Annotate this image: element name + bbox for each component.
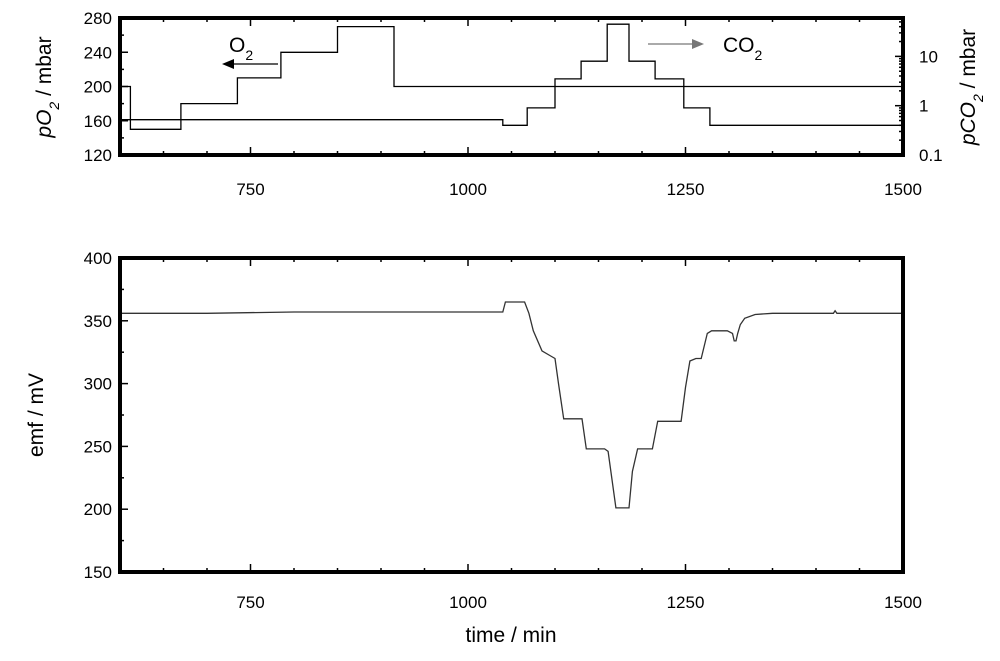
bottom-y-tick-label: 150 [84,563,112,582]
top-y-axis-title: pO2 / mbar [33,36,62,138]
bottom-ticks [120,257,904,573]
bottom-panel: 750 1000 1250 1500 150 200 250 300 350 400 emf / … [25,249,922,647]
x-axis-title: time / min [465,624,556,647]
top-y-tick-label: 160 [84,112,112,131]
bottom-y-tick-label: 350 [84,312,112,331]
top-y2-tick-label: 10 [919,47,938,66]
bottom-x-tick-label: 1500 [884,593,922,612]
top-y-title-post: / mbar [33,36,56,101]
top-y-tick-label: 240 [84,43,112,62]
bottom-x-tick-label: 750 [236,593,264,612]
top-x-tick-label: 750 [236,180,264,199]
bottom-y-tick-label: 250 [84,437,112,456]
top-y-tick-label: 120 [84,146,112,165]
bottom-tick-labels: 750 1000 1250 1500 150 200 250 300 350 400 [84,249,922,612]
top-y2-tick-label: 1 [919,97,928,116]
top-y-title-sub: 2 [46,102,62,111]
o2-series-label: O2 [229,34,253,63]
top-y-title-pre: p [33,126,56,139]
bottom-x-tick-label: 1250 [667,593,705,612]
top-tick-labels: 750 1000 1250 1500 120 160 200 240 280 0.1 1 10 [84,9,943,199]
top-y2-tick-label: 0.1 [919,146,943,165]
co2-label-main: CO [723,34,755,57]
bottom-y-tick-label: 400 [84,249,112,268]
top-plot-frame [118,16,905,157]
emf-line [120,301,903,509]
bottom-series [120,301,903,509]
co2-label-sub: 2 [755,47,763,63]
top-y2-title-pre: p [957,133,980,146]
top-y2-title-main: CO [957,102,980,134]
top-y-tick-label: 280 [84,9,112,28]
co2-series-label: CO2 [723,34,763,63]
top-x-tick-label: 1250 [667,180,705,199]
bottom-y-tick-label: 300 [84,375,112,394]
bottom-y-axis-title: emf / mV [25,373,48,457]
co2-step-line [120,23,903,126]
top-y2-title-post: / mbar [957,29,980,94]
top-y2-title-sub: 2 [970,94,986,103]
o2-step-line [120,25,903,130]
top-y2-axis-title: pCO2 / mbar [957,29,986,146]
top-y-title-main: O [33,110,56,126]
top-y-tick-label: 200 [84,78,112,97]
o2-arrow-icon [222,59,278,69]
top-series [120,23,903,130]
top-x-tick-label: 1000 [449,180,487,199]
bottom-plot-frame [118,256,905,574]
bottom-y-tick-label: 200 [84,500,112,519]
top-x-tick-label: 1500 [884,180,922,199]
o2-label-main: O [229,34,245,57]
co2-arrow-icon [648,39,704,49]
bottom-x-tick-label: 1000 [449,593,487,612]
o2-label-sub: 2 [245,47,253,63]
